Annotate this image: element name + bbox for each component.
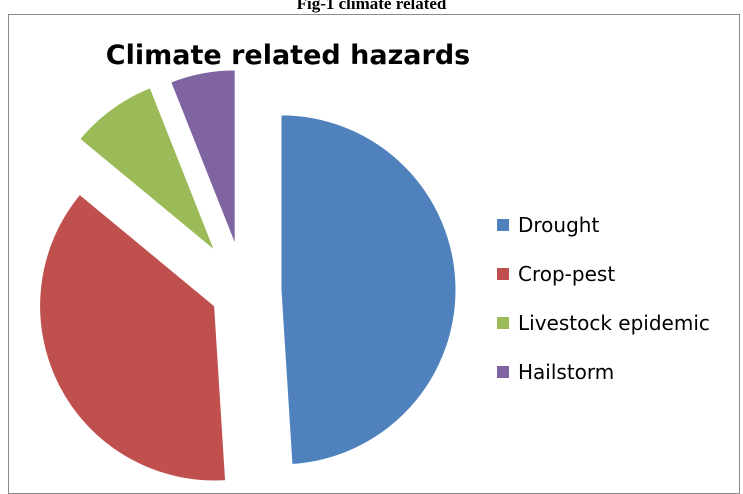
- pie-slices: [39, 69, 457, 482]
- legend-item-crop-pest: Crop-pest: [497, 249, 710, 298]
- chart-title: Climate related hazards: [105, 40, 471, 71]
- legend-swatch-hailstorm: [497, 365, 509, 378]
- figure-caption: Fig-1 climate related: [296, 0, 447, 13]
- legend-label-hailstorm: Hailstorm: [518, 359, 615, 384]
- pie-slice-livestock-epidemic: [79, 87, 216, 251]
- legend-swatch-livestock-epidemic: [497, 316, 509, 329]
- legend-label-livestock-epidemic: Livestock epidemic: [518, 310, 710, 335]
- legend-swatch-crop-pest: [497, 267, 509, 280]
- legend-label-crop-pest: Crop-pest: [518, 261, 616, 286]
- pie-slice-drought: [280, 114, 457, 466]
- pie-slice-crop-pest: [39, 193, 227, 482]
- legend-item-livestock-epidemic: Livestock epidemic: [497, 298, 710, 347]
- legend-item-drought: Drought: [497, 200, 710, 249]
- legend-label-drought: Drought: [518, 212, 600, 237]
- pie-slice-hailstorm: [170, 69, 236, 246]
- legend-swatch-drought: [497, 218, 509, 231]
- chart-legend: Drought Crop-pest Livestock epidemic Hailst…: [497, 200, 710, 396]
- legend-item-hailstorm: Hailstorm: [497, 347, 710, 396]
